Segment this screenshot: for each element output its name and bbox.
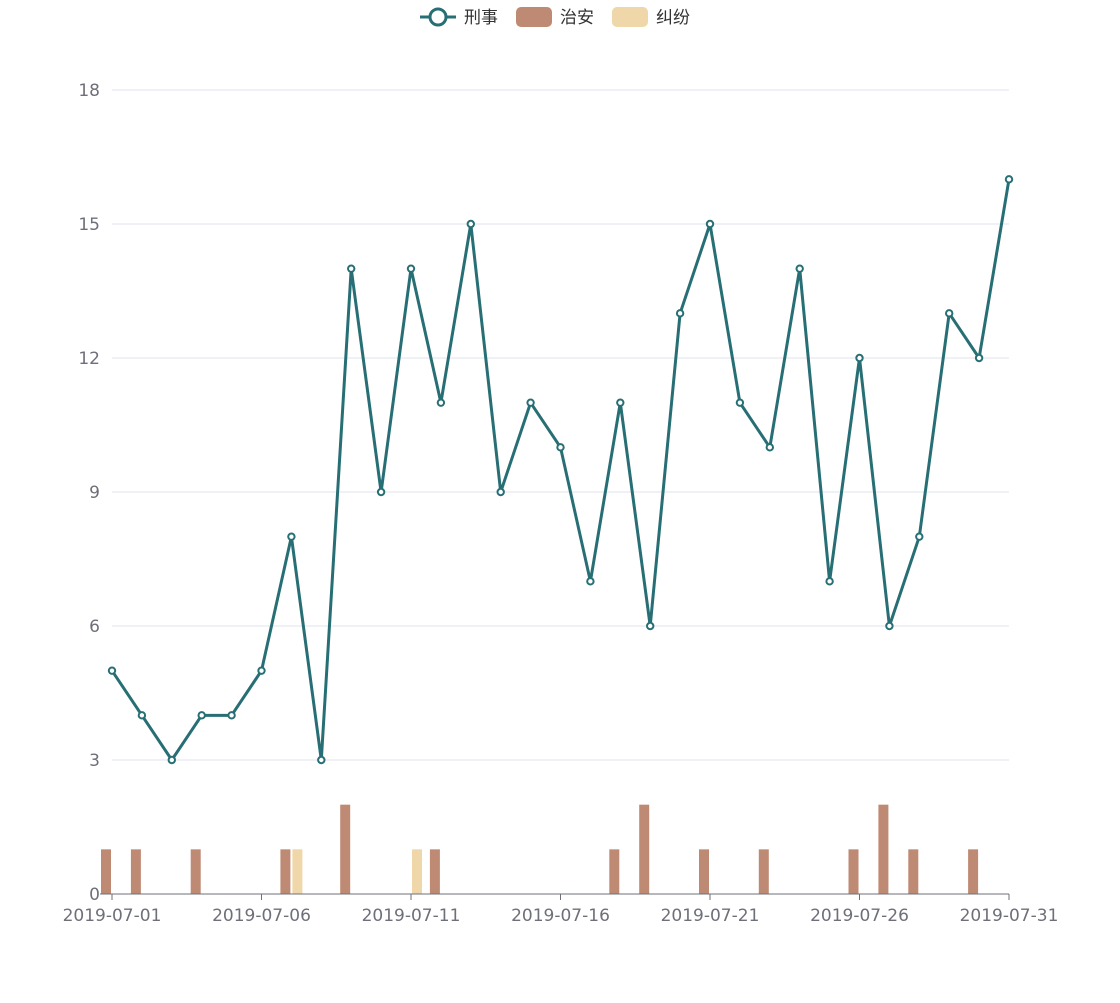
y-tick-label: 6 (89, 617, 100, 637)
bar-治安-2019-07-28 (908, 849, 919, 894)
point-刑事-2019-07-26[interactable] (855, 353, 864, 363)
grid-lines (112, 89, 1009, 761)
bar-治安-2019-07-19 (639, 804, 650, 894)
bar-治安-2019-07-09 (340, 804, 351, 894)
x-tick-label: 2019-07-01 (63, 906, 162, 926)
point-刑事-2019-07-12[interactable] (436, 398, 446, 407)
point-刑事-2019-07-08[interactable] (317, 755, 326, 765)
point-刑事-2019-07-21[interactable] (705, 219, 715, 229)
point-刑事-2019-07-10[interactable] (376, 487, 386, 497)
point-刑事-2019-07-05[interactable] (227, 711, 236, 720)
bar-治安-2019-07-04 (190, 849, 201, 894)
x-tick-label: 2019-07-21 (661, 906, 760, 926)
legend-label: 治安 (560, 8, 594, 28)
point-刑事-2019-07-28[interactable] (915, 532, 924, 541)
point-刑事-2019-07-15[interactable] (526, 398, 535, 407)
bar-治安-2019-07-26 (848, 849, 859, 894)
point-刑事-2019-07-01[interactable] (107, 666, 117, 675)
point-刑事-2019-07-16[interactable] (556, 443, 565, 452)
axes: 0 3 6 9 12 15 18 2019-07-01 2019-07-06 2019-07-11… (63, 81, 1059, 926)
point-刑事-2019-07-27[interactable] (885, 621, 894, 631)
line-series (107, 175, 1014, 765)
legend-label: 刑事 (464, 8, 498, 28)
y-tick-label: 0 (89, 885, 100, 905)
bar-治安-2019-07-02 (130, 849, 141, 894)
bar-治安-2019-07-23 (758, 849, 769, 894)
y-tick-label: 15 (78, 215, 100, 235)
x-tick-label: 2019-07-31 (960, 906, 1059, 926)
point-刑事-2019-07-31[interactable] (1004, 175, 1014, 184)
bar-纠纷-2019-07-11 (412, 849, 422, 894)
x-tick-label: 2019-07-26 (810, 906, 909, 926)
point-刑事-2019-07-13[interactable] (466, 219, 475, 229)
legend-swatch-icon (516, 7, 552, 27)
x-tick-label: 2019-07-06 (212, 906, 311, 926)
point-刑事-2019-07-11[interactable] (406, 264, 416, 273)
point-刑事-2019-07-03[interactable] (167, 755, 177, 765)
legend-swatch-icon (612, 7, 648, 27)
bar-治安-2019-07-30 (968, 849, 979, 894)
bar-纠纷-2019-07-07 (292, 849, 303, 894)
bar-治安-2019-07-07 (280, 849, 291, 894)
bar-治安-2019-07-01 (101, 849, 111, 894)
line-刑事 (110, 179, 1011, 762)
point-刑事-2019-07-30[interactable] (974, 353, 984, 363)
y-tick-label: 3 (89, 751, 100, 771)
point-刑事-2019-07-20[interactable] (675, 309, 685, 318)
point-刑事-2019-07-14[interactable] (496, 487, 505, 497)
legend-item-治安[interactable]: 治安 (516, 7, 594, 28)
legend-label: 纠纷 (656, 8, 690, 28)
y-tick-label: 9 (89, 483, 100, 503)
point-刑事-2019-07-24[interactable] (795, 264, 804, 273)
point-刑事-2019-07-09[interactable] (347, 264, 356, 273)
point-刑事-2019-07-29[interactable] (945, 309, 954, 318)
point-刑事-2019-07-18[interactable] (616, 398, 625, 407)
x-tick-label: 2019-07-11 (362, 906, 461, 926)
x-tick-label: 2019-07-16 (511, 906, 610, 926)
bar-series (101, 804, 979, 894)
bar-治安-2019-07-18 (609, 849, 620, 894)
point-刑事-2019-07-02[interactable] (137, 711, 147, 720)
y-tick-label: 18 (78, 81, 100, 101)
legend-item-刑事[interactable]: 刑事 (420, 7, 498, 28)
point-刑事-2019-07-04[interactable] (197, 711, 206, 720)
point-刑事-2019-07-07[interactable] (287, 532, 296, 541)
legend[interactable]: 刑事 治安 纠纷 (420, 7, 690, 28)
legend-item-纠纷[interactable]: 纠纷 (612, 7, 690, 28)
point-刑事-2019-07-25[interactable] (825, 577, 834, 586)
bar-治安-2019-07-21 (699, 849, 709, 894)
point-刑事-2019-07-19[interactable] (646, 621, 655, 631)
point-刑事-2019-07-17[interactable] (586, 577, 595, 586)
point-刑事-2019-07-23[interactable] (765, 443, 774, 452)
point-刑事-2019-07-06[interactable] (257, 666, 266, 675)
bar-治安-2019-07-12 (429, 849, 440, 894)
point-刑事-2019-07-22[interactable] (735, 398, 745, 407)
bar-治安-2019-07-27 (878, 804, 889, 894)
legend-circle-icon (428, 7, 448, 27)
y-tick-label: 12 (78, 349, 100, 369)
